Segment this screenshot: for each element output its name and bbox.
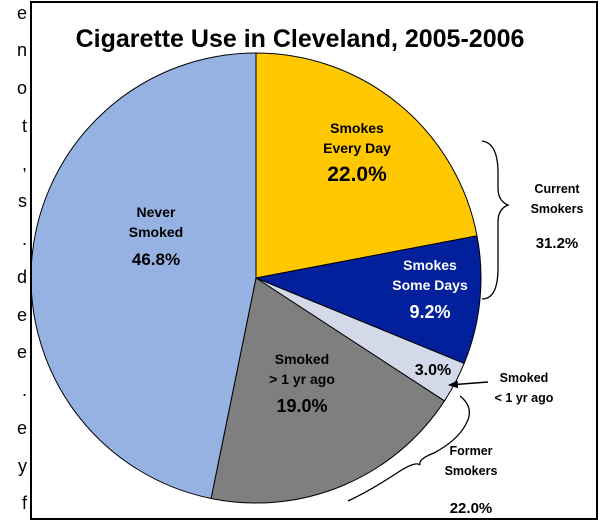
callout-arrow <box>448 380 489 389</box>
page-text-fragment: e <box>16 305 27 325</box>
page-text-fragment: s <box>18 191 27 211</box>
chart-title: Cigarette Use in Cleveland, 2005-2006 <box>76 25 525 53</box>
slice-name-never: Never <box>137 204 176 220</box>
page-text-fragment: y <box>18 456 27 476</box>
page-text-fragment: e <box>16 342 27 362</box>
chart-frame: Cigarette Use in Cleveland, 2005-2006 Sm… <box>30 1 598 520</box>
group-label-current: Current <box>534 182 580 196</box>
page-text-fragment: o <box>16 78 27 98</box>
brace-former-smokers <box>347 395 471 502</box>
slice-name-never: Smoked <box>129 224 183 240</box>
page-text-fragment: . <box>21 229 27 249</box>
slice-name-every-day: Every Day <box>323 140 391 156</box>
slice-name-every-day: Smokes <box>330 120 384 136</box>
slice-name-gt1yr: > 1 yr ago <box>269 371 335 387</box>
page-text-fragment: t <box>21 116 27 136</box>
group-value-current: 31.2% <box>536 235 579 252</box>
group-value-former: 22.0% <box>450 500 493 517</box>
slice-value-lt1yr: 3.0% <box>415 362 451 379</box>
page-text-fragment: e <box>16 3 27 23</box>
page-text-fragment: , <box>21 154 27 174</box>
group-label-former: Former <box>449 444 492 458</box>
pie-slice-never <box>32 52 257 500</box>
pie-chart: Cigarette Use in Cleveland, 2005-2006 Sm… <box>32 25 584 517</box>
page-text-fragment: d <box>16 267 27 287</box>
group-label-current: Smokers <box>531 202 584 216</box>
page-text-fragment: n <box>16 40 27 60</box>
slice-value-some-days: 9.2% <box>409 302 450 322</box>
callout-label-lt1yr: Smoked <box>500 371 549 385</box>
pie-slice-some-days <box>254 235 482 365</box>
slice-name-some-days: Smokes <box>403 257 457 273</box>
slice-value-every-day: 22.0% <box>327 163 387 186</box>
page-text-fragment: . <box>21 380 27 400</box>
slice-value-never: 46.8% <box>132 250 180 269</box>
brace-current-smokers <box>481 140 510 300</box>
page-text-fragment: e <box>16 418 27 438</box>
slice-name-some-days: Some Days <box>392 277 468 293</box>
pie-slice-every-day <box>255 52 478 279</box>
callout-label-lt1yr: < 1 yr ago <box>495 391 554 405</box>
slice-value-gt1yr: 19.0% <box>276 396 327 416</box>
pie-slice-gt1yr <box>210 277 446 504</box>
page-text-fragment: f <box>21 493 27 513</box>
group-label-former: Smokers <box>445 464 498 478</box>
slice-name-gt1yr: Smoked <box>275 351 329 367</box>
